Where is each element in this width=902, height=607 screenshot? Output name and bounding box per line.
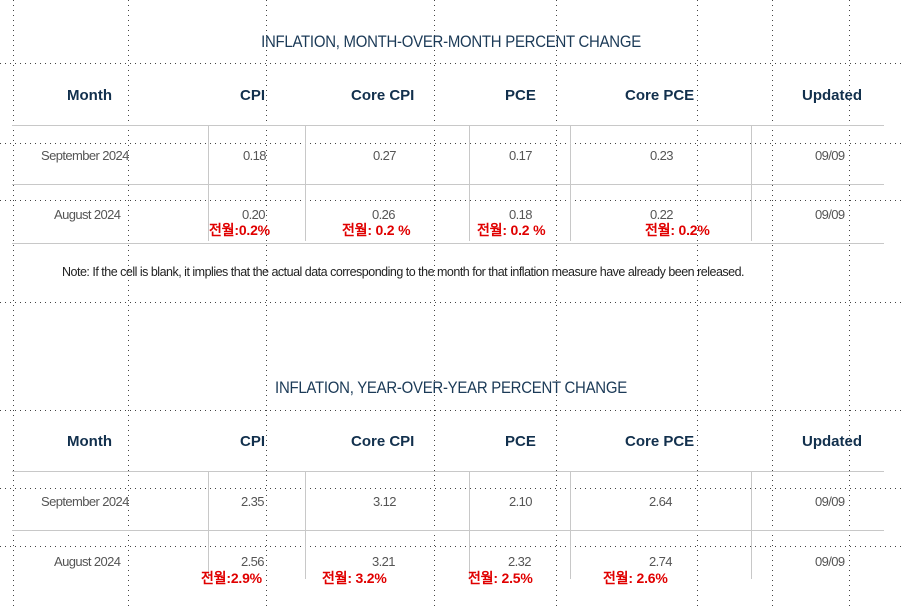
table-cell-updated: 09/09 <box>815 494 845 509</box>
table-cell-cpi: 0.18 <box>243 148 267 163</box>
mom-col-divider <box>570 126 571 241</box>
mom-col-divider <box>305 126 306 241</box>
mom-row-rule <box>12 184 884 185</box>
table-cell-pce: 2.10 <box>509 494 533 509</box>
mom-header-core-cpi: Core CPI <box>351 87 415 104</box>
yoy-header-cpi: CPI <box>240 433 266 450</box>
yoy-header-updated: Updated <box>802 433 862 450</box>
table-cell-core-cpi: 3.12 <box>373 494 397 509</box>
annotation-prev-pce: 전월: 0.2 % <box>477 222 546 238</box>
mom-header-month: Month <box>67 87 112 104</box>
table-cell-pce: 0.17 <box>509 148 533 163</box>
yoy-col-divider <box>751 472 752 579</box>
table-cell-cpi: 0.20 <box>242 207 266 222</box>
table-cell-updated: 09/09 <box>815 148 845 163</box>
table-cell-core-pce: 2.64 <box>649 494 673 509</box>
annotation-prev-cpi: 전월:0.2% <box>209 222 270 238</box>
mom-header-cpi: CPI <box>240 87 266 104</box>
mom-header-core-pce: Core PCE <box>625 87 695 104</box>
annotation-prev-core-pce: 전월: 0.2% <box>645 222 710 238</box>
table-cell-pce: 0.18 <box>509 207 533 222</box>
table-cell-month: September 2024 <box>41 494 129 509</box>
mom-header-rule <box>12 125 884 126</box>
table-cell-updated: 09/09 <box>815 554 845 569</box>
yoy-header-rule <box>12 471 884 472</box>
mom-table-title: INFLATION, MONTH-OVER-MONTH PERCENT CHAN… <box>261 32 641 51</box>
mom-col-divider <box>208 126 209 241</box>
annotation-prev-core-cpi: 전월: 0.2 % <box>342 222 411 238</box>
yoy-col-divider <box>208 472 209 579</box>
table-cell-core-cpi: 0.27 <box>373 148 397 163</box>
yoy-header-month: Month <box>67 433 112 450</box>
mom-col-divider <box>469 126 470 241</box>
annotation-prev-core-cpi: 전월: 3.2% <box>322 570 387 586</box>
mom-header-updated: Updated <box>802 87 862 104</box>
table-cell-pce: 2.32 <box>508 554 532 569</box>
table-cell-core-cpi: 3.21 <box>372 554 396 569</box>
yoy-header-core-cpi: Core CPI <box>351 433 415 450</box>
table-cell-month: September 2024 <box>41 148 129 163</box>
table-note: Note: If the cell is blank, it implies t… <box>62 265 745 279</box>
yoy-col-divider <box>469 472 470 579</box>
yoy-header-pce: PCE <box>505 433 536 450</box>
mom-header-pce: PCE <box>505 87 536 104</box>
table-cell-cpi: 2.56 <box>241 554 265 569</box>
mom-bottom-rule <box>12 243 884 244</box>
annotation-prev-core-pce: 전월: 2.6% <box>603 570 668 586</box>
table-cell-updated: 09/09 <box>815 207 845 222</box>
mom-col-divider <box>751 126 752 241</box>
table-cell-month: August 2024 <box>54 207 121 222</box>
table-cell-month: August 2024 <box>54 554 121 569</box>
yoy-col-divider <box>305 472 306 579</box>
yoy-header-core-pce: Core PCE <box>625 433 695 450</box>
annotation-prev-cpi: 전월:2.9% <box>201 570 262 586</box>
table-cell-cpi: 2.35 <box>241 494 265 509</box>
yoy-table-title: INFLATION, YEAR-OVER-YEAR PERCENT CHANGE <box>275 378 627 397</box>
yoy-col-divider <box>570 472 571 579</box>
table-cell-core-pce: 0.23 <box>650 148 674 163</box>
annotation-prev-pce: 전월: 2.5% <box>468 570 533 586</box>
table-cell-core-pce: 0.22 <box>650 207 674 222</box>
yoy-row-rule <box>12 530 884 531</box>
table-cell-core-pce: 2.74 <box>649 554 673 569</box>
table-cell-core-cpi: 0.26 <box>372 207 396 222</box>
